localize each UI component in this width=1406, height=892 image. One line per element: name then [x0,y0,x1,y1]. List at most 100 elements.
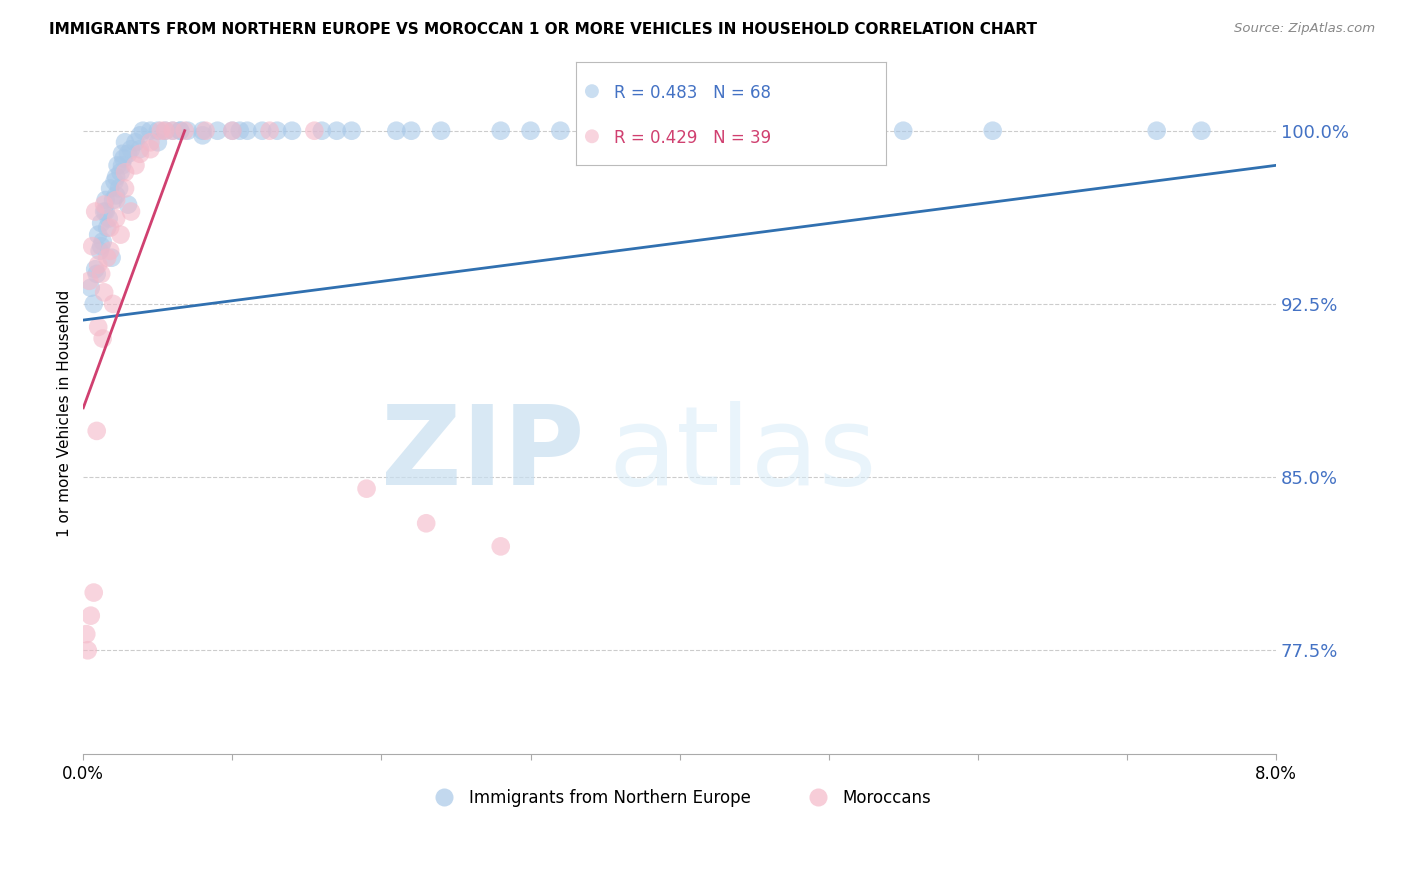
Point [105,169,128,184]
Point [94,204,117,219]
Point [146,135,169,149]
Text: ZIP: ZIP [381,401,585,508]
Point [149,124,172,138]
Point [117,146,139,161]
Point [87,258,110,272]
Point [139,135,162,149]
Point [120,204,142,219]
Point [90,239,112,253]
Point [105,193,128,207]
Point [221,124,243,138]
Point [97,211,120,226]
Point [581,84,603,98]
Point [519,124,541,138]
Point [114,181,136,195]
Point [173,124,195,138]
Point [108,181,131,195]
Point [129,142,152,156]
Point [83,297,105,311]
Text: R = 0.429   N = 39: R = 0.429 N = 39 [613,129,770,147]
Point [96,251,118,265]
Point [100,251,122,265]
Point [110,227,132,242]
Point [139,142,162,156]
Point [114,165,136,179]
Point [742,124,765,138]
Point [221,124,243,138]
Point [112,152,135,166]
Point [91,235,114,249]
Point [124,135,146,149]
Point [848,124,870,138]
Point [111,158,134,172]
Point [129,146,152,161]
Point [325,124,347,138]
Point [401,124,423,138]
Point [114,135,136,149]
Point [668,124,690,138]
Point [76,643,98,657]
Point [356,482,378,496]
Point [91,332,114,346]
Point [93,285,115,300]
Y-axis label: 1 or more Vehicles in Household: 1 or more Vehicles in Household [58,290,72,537]
Point [101,193,124,207]
Point [90,267,112,281]
Point [86,267,108,281]
Point [83,585,105,599]
Point [98,244,121,258]
Point [105,211,128,226]
Point [155,124,177,138]
Point [110,165,132,179]
Text: atlas: atlas [607,401,876,508]
Point [207,124,229,138]
Point [90,216,112,230]
Point [415,516,437,531]
Point [162,124,184,138]
Point [117,197,139,211]
Point [1189,124,1212,138]
Point [191,124,214,138]
Point [101,297,124,311]
Point [107,158,129,172]
Text: Source: ZipAtlas.com: Source: ZipAtlas.com [1234,22,1375,36]
Point [340,124,363,138]
Point [105,188,128,202]
Point [124,158,146,172]
Point [96,220,118,235]
Point [94,193,117,207]
Point [1146,124,1168,138]
Point [77,274,100,288]
Point [93,197,115,211]
Point [104,174,127,188]
Point [84,262,107,277]
Point [194,124,217,138]
Point [89,244,111,258]
Point [111,146,134,161]
Point [981,124,1004,138]
Point [98,181,121,195]
Point [489,124,512,138]
Point [84,204,107,219]
Text: IMMIGRANTS FROM NORTHERN EUROPE VS MOROCCAN 1 OR MORE VEHICLES IN HOUSEHOLD CORR: IMMIGRANTS FROM NORTHERN EUROPE VS MOROC… [49,22,1038,37]
Point [581,129,603,144]
Point [385,124,408,138]
Point [169,124,191,138]
Point [489,540,512,554]
Point [236,124,259,138]
Point [87,320,110,334]
Point [191,128,214,143]
Point [176,124,198,138]
Point [129,128,152,143]
Point [87,227,110,242]
Point [120,142,142,156]
Point [86,424,108,438]
Point [155,124,177,138]
Point [891,124,914,138]
Point [139,124,162,138]
Point [93,204,115,219]
Text: R = 0.483   N = 68: R = 0.483 N = 68 [613,84,770,103]
Point [250,124,273,138]
Point [162,124,184,138]
Point [304,124,326,138]
